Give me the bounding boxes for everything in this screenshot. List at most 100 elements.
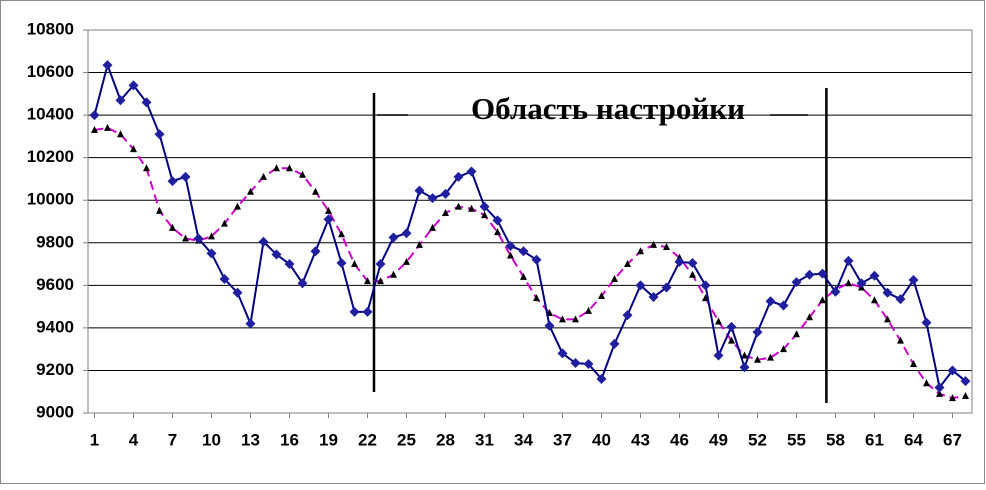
marker xyxy=(637,247,644,255)
marker xyxy=(934,382,945,393)
annotation: Область настройки xyxy=(471,91,745,126)
x-tick-label: 40 xyxy=(592,430,611,449)
marker xyxy=(91,126,98,134)
marker xyxy=(908,275,919,286)
marker xyxy=(622,310,633,321)
marker xyxy=(390,270,397,278)
marker xyxy=(468,204,475,212)
marker xyxy=(154,129,165,140)
marker xyxy=(897,336,904,344)
marker xyxy=(689,270,696,278)
marker xyxy=(245,318,256,329)
marker xyxy=(507,251,514,259)
y-tick-label: 9000 xyxy=(36,402,74,421)
y-tick-label: 10000 xyxy=(27,190,74,209)
marker xyxy=(715,317,722,325)
marker xyxy=(557,348,568,359)
x-tick-label: 28 xyxy=(436,430,455,449)
marker xyxy=(89,110,100,121)
y-tick-label: 9200 xyxy=(36,360,74,379)
marker xyxy=(143,164,150,172)
marker xyxy=(923,379,930,387)
y-tick-label: 9800 xyxy=(36,232,74,251)
marker xyxy=(520,272,527,280)
y-tick-label: 10600 xyxy=(27,62,74,81)
marker xyxy=(221,219,228,227)
marker xyxy=(453,171,464,182)
marker xyxy=(780,345,787,353)
marker xyxy=(648,292,659,303)
marker xyxy=(585,306,592,314)
marker xyxy=(377,277,384,285)
x-tick-label: 46 xyxy=(670,430,689,449)
marker xyxy=(884,315,891,323)
marker xyxy=(455,202,462,210)
marker xyxy=(921,317,932,328)
marker xyxy=(141,97,152,108)
x-tick-label: 34 xyxy=(514,430,533,449)
marker xyxy=(570,357,581,368)
x-tick-label: 13 xyxy=(241,430,260,449)
marker xyxy=(936,389,943,397)
marker xyxy=(286,164,293,172)
x-tick-label: 58 xyxy=(826,430,845,449)
x-tick-label: 25 xyxy=(397,430,416,449)
marker xyxy=(156,206,163,214)
marker xyxy=(169,223,176,231)
marker xyxy=(494,228,501,236)
marker xyxy=(310,246,321,257)
marker xyxy=(416,240,423,248)
x-tick-label: 61 xyxy=(865,430,884,449)
marker xyxy=(817,268,828,279)
marker xyxy=(247,187,254,195)
x-tick-label: 31 xyxy=(475,430,494,449)
marker xyxy=(375,259,386,270)
marker xyxy=(962,391,969,399)
marker xyxy=(806,313,813,321)
marker xyxy=(739,362,750,373)
x-tick-label: 64 xyxy=(904,430,923,449)
marker xyxy=(754,355,761,363)
marker xyxy=(687,257,698,268)
marker xyxy=(819,296,826,304)
x-tick-label: 7 xyxy=(168,430,177,449)
marker xyxy=(882,287,893,298)
marker xyxy=(650,240,657,248)
marker xyxy=(910,360,917,368)
marker xyxy=(752,327,763,338)
marker xyxy=(427,193,438,204)
marker xyxy=(741,351,748,359)
y-tick-label: 10400 xyxy=(27,105,74,124)
marker xyxy=(219,273,230,284)
marker xyxy=(505,240,516,251)
marker xyxy=(869,270,880,281)
marker xyxy=(611,274,618,282)
marker xyxy=(598,291,605,299)
marker xyxy=(778,300,789,311)
marker xyxy=(700,280,711,291)
marker xyxy=(728,336,735,344)
marker xyxy=(663,243,670,251)
marker xyxy=(182,234,189,242)
marker xyxy=(479,201,490,212)
x-tick-label: 52 xyxy=(748,430,767,449)
marker xyxy=(791,277,802,288)
marker xyxy=(117,130,124,138)
marker xyxy=(364,277,371,285)
marker xyxy=(362,306,373,317)
x-tick-label: 37 xyxy=(553,430,572,449)
marker xyxy=(466,166,477,177)
x-tick-label: 16 xyxy=(280,430,299,449)
marker xyxy=(895,294,906,305)
marker xyxy=(401,228,412,239)
marker xyxy=(299,170,306,178)
plot-area xyxy=(87,29,973,414)
marker xyxy=(258,236,269,247)
marker xyxy=(167,176,178,187)
marker xyxy=(128,80,139,91)
x-tick-label: 4 xyxy=(129,430,139,449)
marker xyxy=(583,359,594,370)
marker xyxy=(533,294,540,302)
